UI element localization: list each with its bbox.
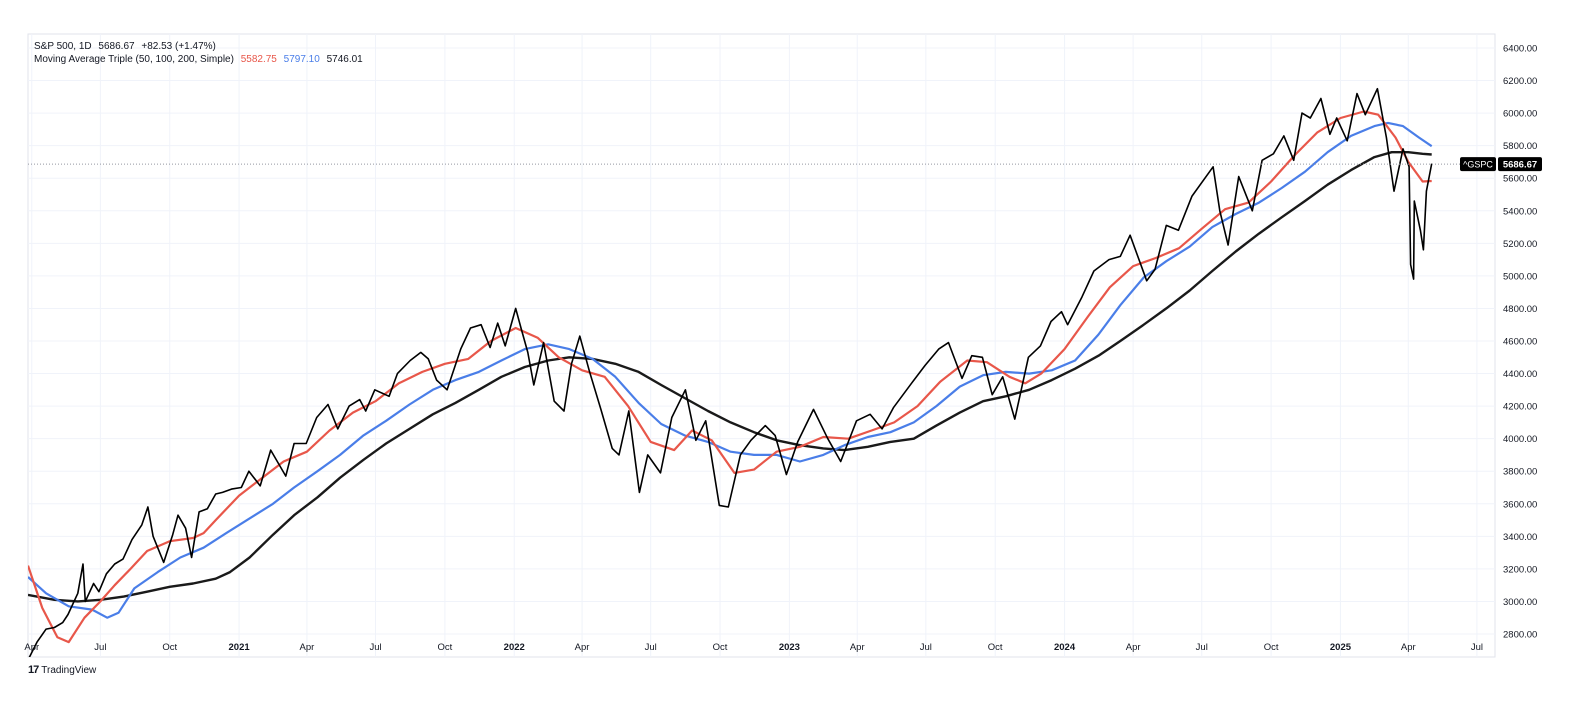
y-tick-label: 4000.00 (1503, 434, 1537, 445)
legend-ma50-value: 5582.75 (240, 54, 277, 65)
x-tick-label: Apr (1126, 642, 1141, 653)
x-tick-label: Apr (1401, 642, 1416, 653)
y-tick-label: 3200.00 (1503, 564, 1537, 575)
y-tick-label: 6200.00 (1503, 76, 1537, 87)
legend-ma-name: Moving Average Triple (50, 100, 200, Sim… (34, 54, 234, 65)
legend-symbol-row[interactable]: S&P 500, 1D 5686.67 +82.53 (+1.47%) (34, 40, 367, 53)
y-tick-label: 3400.00 (1503, 532, 1537, 543)
y-tick-label: 3600.00 (1503, 499, 1537, 510)
x-tick-label: 2022 (504, 642, 525, 653)
legend-ma100-value: 5797.10 (283, 54, 320, 65)
x-tick-label: Apr (850, 642, 865, 653)
x-tick-label: Jul (369, 642, 381, 653)
x-tick-label: Apr (300, 642, 315, 653)
price-tag-bg (1498, 157, 1542, 172)
y-tick-label: 5400.00 (1503, 206, 1537, 217)
legend-change: +82.53 (+1.47%) (141, 41, 216, 52)
y-tick-label: 4800.00 (1503, 304, 1537, 315)
x-tick-label: Oct (162, 642, 177, 653)
x-tick-label: Oct (437, 642, 452, 653)
x-tick-label: 2023 (779, 642, 800, 653)
x-tick-label: 2025 (1330, 642, 1352, 653)
last-price-tag: ^GSPC 5686.67 (1460, 157, 1542, 172)
chart-frame (27, 33, 1496, 658)
x-tick-label: 2024 (1054, 642, 1076, 653)
x-tick-label: Oct (713, 642, 728, 653)
x-tick-label: Apr (24, 642, 39, 653)
y-tick-label: 4600.00 (1503, 337, 1537, 348)
time-axis[interactable]: Apr Jul Oct 2021 Apr Jul Oct 2022 Apr Jul Oct 2023 A… (24, 642, 1483, 653)
series-line-ma50 (28, 110, 1432, 644)
x-tick-label: Jul (645, 642, 657, 653)
price-tag-value: 5686.67 (1503, 160, 1537, 171)
y-tick-label: 6000.00 (1503, 109, 1537, 120)
series-layer (28, 87, 1433, 657)
series-line-price (28, 87, 1433, 657)
y-tick-label: 2800.00 (1503, 630, 1537, 641)
y-tick-label: 4400.00 (1503, 369, 1537, 380)
ticker-tag-label: ^GSPC (1463, 160, 1493, 170)
x-tick-label: Apr (575, 642, 590, 653)
x-tick-label: Jul (920, 642, 932, 653)
y-tick-label: 4200.00 (1503, 402, 1537, 413)
x-tick-label: Oct (1264, 642, 1279, 653)
y-tick-label: 6400.00 (1503, 44, 1537, 55)
y-tick-label: 5800.00 (1503, 141, 1537, 152)
x-tick-label: Jul (1196, 642, 1208, 653)
x-tick-label: Oct (988, 642, 1003, 653)
legend-ma200-value: 5746.01 (326, 54, 363, 65)
x-tick-label: Jul (1471, 642, 1483, 653)
y-tick-label: 5600.00 (1503, 174, 1537, 185)
chart-legend: S&P 500, 1D 5686.67 +82.53 (+1.47%) Movi… (34, 40, 367, 66)
brand-name: TradingView (41, 664, 97, 676)
x-tick-label: Jul (94, 642, 106, 653)
legend-ma-row[interactable]: Moving Average Triple (50, 100, 200, Sim… (34, 53, 367, 66)
series-line-ma200 (28, 151, 1432, 603)
ticker-tag-bg (1460, 157, 1496, 172)
y-tick-label: 3000.00 (1503, 597, 1537, 608)
legend-symbol: S&P 500, 1D (34, 41, 92, 52)
y-tick-label: 3800.00 (1503, 467, 1537, 478)
series-line-ma100 (28, 121, 1433, 619)
price-axis[interactable]: 2800.00 3000.00 3200.00 3400.00 3600.00 3800.… (1460, 44, 1542, 641)
x-tick-label: 2021 (229, 642, 251, 653)
y-tick-label: 5000.00 (1503, 271, 1537, 282)
legend-last-price: 5686.67 (98, 41, 135, 52)
y-tick-label: 5200.00 (1503, 239, 1537, 250)
tradingview-brand[interactable]: 17 TradingView (28, 664, 96, 676)
tradingview-logo-icon: 17 (28, 664, 39, 676)
